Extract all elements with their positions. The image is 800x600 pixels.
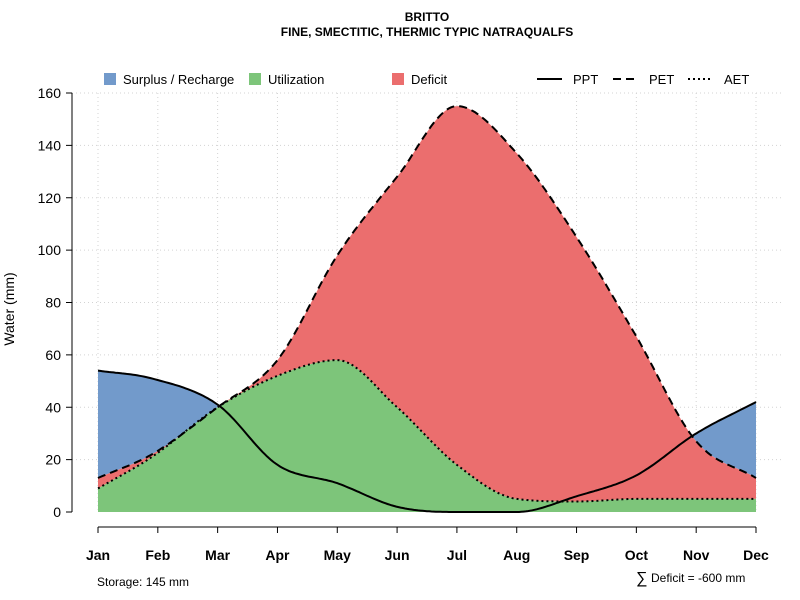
legend-label: PET (649, 72, 674, 87)
x-tick-label: Dec (743, 547, 769, 563)
x-tick-label: Apr (265, 547, 290, 563)
chart-title: BRITTO (405, 10, 449, 24)
x-tick-label: Sep (564, 547, 590, 563)
y-tick-label: 0 (53, 504, 61, 520)
surplus-area (98, 106, 756, 478)
utilization-area (98, 360, 756, 512)
x-tick-label: Jan (86, 547, 110, 563)
legend: Surplus / Recharge Utilization Deficit PPT P… (104, 72, 749, 87)
y-axis: 0 20 40 60 80 100 120 140 160 (38, 85, 73, 520)
x-tick-label: Nov (683, 547, 710, 563)
y-tick-label: 40 (45, 399, 61, 415)
sum-symbol: ∑ (636, 570, 647, 587)
chart-subtitle: FINE, SMECTITIC, THERMIC TYPIC NATRAQUAL… (281, 25, 573, 39)
x-tick-label: Oct (625, 547, 649, 563)
deficit-area (98, 106, 756, 502)
x-tick-label: Aug (503, 547, 530, 563)
series-lines (97, 105, 757, 513)
y-axis-label: Water (mm) (1, 272, 17, 345)
x-tick-label: May (324, 547, 351, 563)
y-tick-label: 20 (45, 452, 61, 468)
y-tick-label: 80 (45, 295, 61, 311)
legend-swatch-surplus (104, 73, 116, 85)
y-tick-label: 140 (38, 137, 62, 153)
x-axis: Jan Feb Mar Apr May Jun Jul Aug Sep Oct Nov Dec (86, 526, 769, 563)
y-tick-label: 60 (45, 347, 61, 363)
y-tick-label: 100 (38, 242, 62, 258)
legend-label: PPT (573, 72, 598, 87)
legend-swatch-utilization (249, 73, 261, 85)
x-tick-label: Feb (145, 547, 170, 563)
legend-label: Utilization (268, 72, 324, 87)
series-line-pet (97, 105, 757, 479)
x-tick-label: Jun (385, 547, 410, 563)
legend-label: Surplus / Recharge (123, 72, 234, 87)
x-tick-label: Mar (205, 547, 230, 563)
series-line-ppt (97, 369, 757, 513)
x-tick-label: Jul (447, 547, 467, 563)
deficit-annotation: Deficit = -600 mm (651, 571, 745, 585)
area-fills (98, 106, 756, 512)
legend-label: AET (724, 72, 749, 87)
legend-label: Deficit (411, 72, 448, 87)
legend-swatch-deficit (392, 73, 404, 85)
y-tick-label: 160 (38, 85, 62, 101)
storage-annotation: Storage: 145 mm (97, 575, 189, 589)
y-tick-label: 120 (38, 190, 62, 206)
